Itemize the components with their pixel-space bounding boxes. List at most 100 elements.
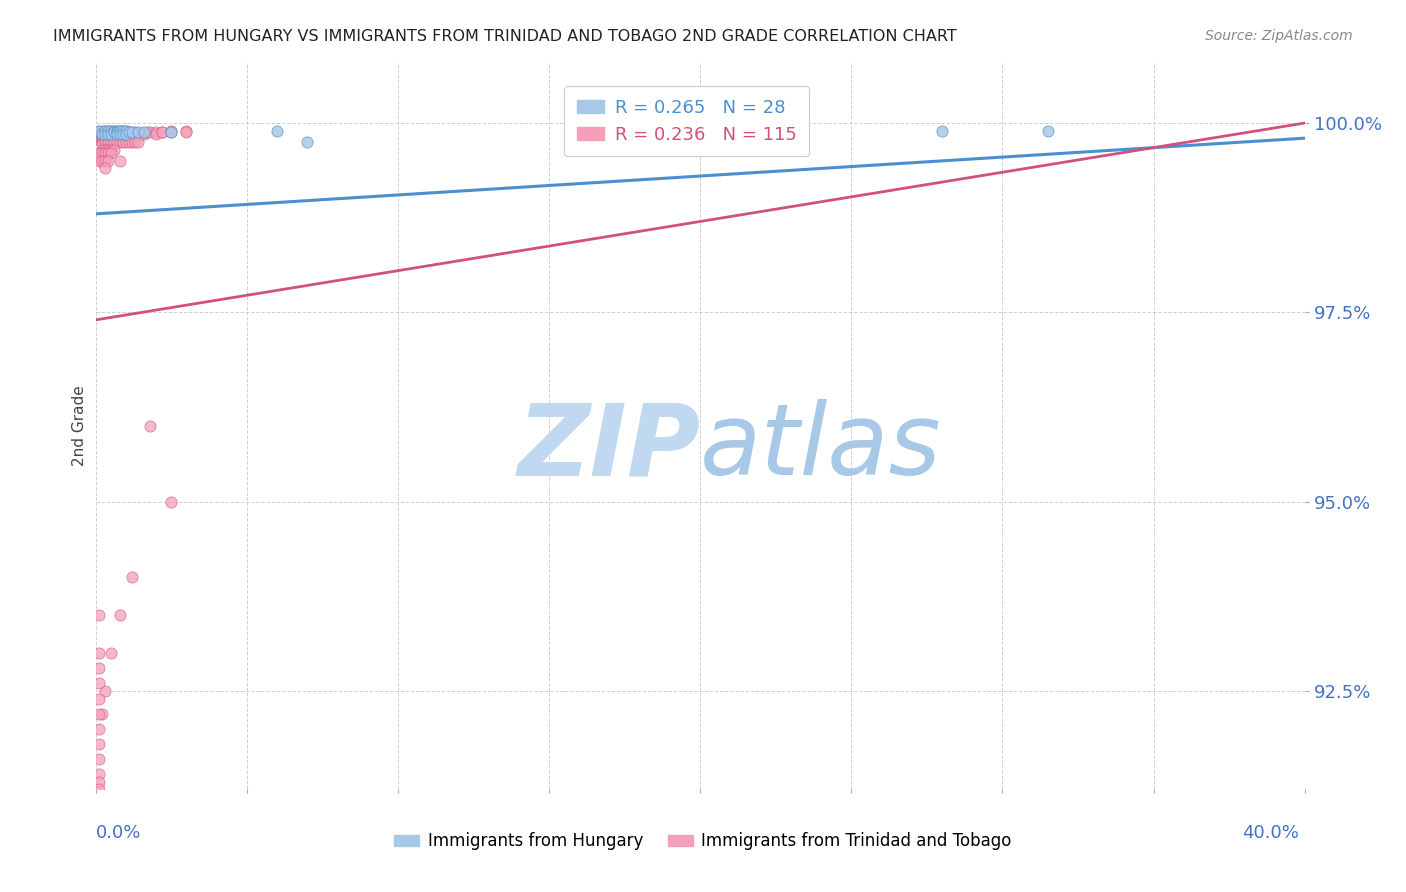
Point <box>174 123 197 137</box>
Point <box>87 722 110 736</box>
Point <box>87 706 110 721</box>
Point <box>121 128 143 142</box>
Point <box>93 135 115 149</box>
Point <box>111 123 134 137</box>
Point <box>127 125 149 139</box>
Point <box>105 128 128 142</box>
Point <box>100 125 122 139</box>
Point <box>160 125 183 139</box>
Point <box>108 153 131 168</box>
Point <box>87 131 110 145</box>
Point <box>97 135 120 149</box>
Point <box>118 125 141 139</box>
Point <box>93 684 115 698</box>
Point <box>121 135 143 149</box>
Point <box>115 128 138 143</box>
Point <box>111 128 134 142</box>
Point <box>87 661 110 675</box>
Point <box>93 131 115 145</box>
Point <box>97 123 120 137</box>
Point <box>931 123 953 137</box>
Point <box>111 123 134 137</box>
Point <box>100 123 122 137</box>
Point <box>87 646 110 660</box>
Point <box>108 135 131 149</box>
Point <box>108 128 131 142</box>
Point <box>121 125 143 139</box>
Point <box>105 135 128 149</box>
Point <box>93 146 115 161</box>
Point <box>121 125 143 139</box>
Point <box>93 128 115 143</box>
Point <box>115 123 138 137</box>
Point <box>97 153 120 168</box>
Point <box>97 146 120 161</box>
Point <box>90 153 112 168</box>
Point <box>87 767 110 781</box>
Point <box>93 143 115 157</box>
Point <box>87 123 110 137</box>
Point <box>90 128 112 143</box>
Point <box>103 123 125 137</box>
Point <box>108 123 131 137</box>
Point <box>93 128 115 142</box>
Point <box>108 128 131 142</box>
Point <box>108 608 131 623</box>
Point <box>97 128 120 142</box>
Point <box>87 153 110 168</box>
Point <box>115 128 138 142</box>
Text: 0.0%: 0.0% <box>96 824 141 842</box>
Point <box>115 125 138 139</box>
Point <box>136 125 159 139</box>
Legend: R = 0.265   N = 28, R = 0.236   N = 115: R = 0.265 N = 28, R = 0.236 N = 115 <box>564 86 810 156</box>
Point <box>93 128 115 142</box>
Text: 40.0%: 40.0% <box>1243 824 1299 842</box>
Point <box>132 125 155 139</box>
Point <box>90 128 112 142</box>
Point <box>90 136 112 151</box>
Text: ZIP: ZIP <box>517 400 700 496</box>
Point <box>103 125 125 139</box>
Point <box>97 131 120 145</box>
Point <box>100 135 122 149</box>
Point <box>103 143 125 157</box>
Point <box>174 125 197 139</box>
Point <box>87 123 110 137</box>
Point <box>87 146 110 161</box>
Point <box>93 123 115 137</box>
Point <box>90 125 112 139</box>
Point <box>127 128 149 142</box>
Point <box>139 419 162 434</box>
Point <box>145 125 167 139</box>
Point <box>97 123 120 137</box>
Point <box>103 123 125 137</box>
Point <box>111 125 134 139</box>
Point <box>150 125 173 139</box>
Point <box>145 128 167 142</box>
Point <box>87 691 110 706</box>
Point <box>90 146 112 161</box>
Point <box>160 123 183 137</box>
Point <box>87 782 110 797</box>
Y-axis label: 2nd Grade: 2nd Grade <box>72 385 87 467</box>
Point <box>93 133 115 147</box>
Point <box>100 128 122 142</box>
Point <box>93 161 115 176</box>
Point <box>118 135 141 149</box>
Point <box>97 128 120 142</box>
Point <box>150 125 173 139</box>
Point <box>87 128 110 142</box>
Point <box>87 133 110 147</box>
Point <box>87 125 110 139</box>
Point <box>103 131 125 145</box>
Point <box>100 646 122 660</box>
Point <box>108 125 131 139</box>
Point <box>90 128 112 142</box>
Point <box>97 128 120 143</box>
Point <box>97 125 120 139</box>
Point <box>124 125 146 139</box>
Point <box>105 125 128 139</box>
Point <box>100 143 122 157</box>
Point <box>111 128 134 142</box>
Point <box>100 128 122 142</box>
